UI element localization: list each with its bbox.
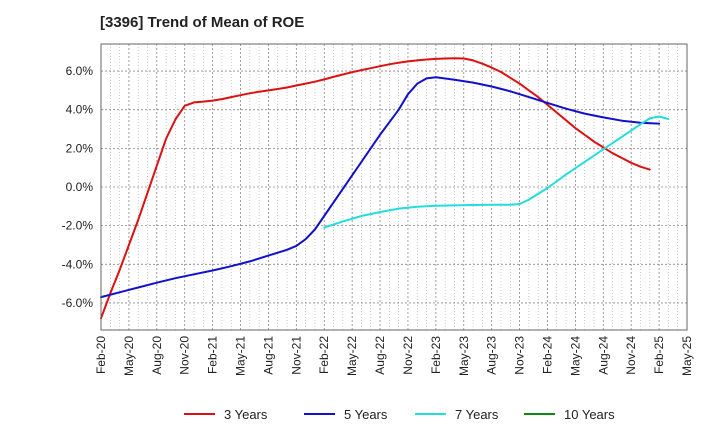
plot-area-frame — [100, 43, 688, 331]
y-tick-label: 2.0% — [66, 141, 94, 155]
series-lines — [100, 57, 670, 320]
x-tick-label: Feb-21 — [206, 336, 220, 374]
x-axis-ticks: Feb-20 May-20 Aug-20 Nov-20 Feb-21 May-21 Aug-… — [94, 336, 694, 376]
x-tick-label: Feb-25 — [652, 336, 666, 374]
x-tick-label: Aug-22 — [373, 336, 387, 375]
x-tick-label: Nov-21 — [289, 336, 303, 375]
legend-label: 10 Years — [564, 407, 615, 422]
x-tick-label: Feb-20 — [94, 336, 108, 374]
x-tick-label: Nov-23 — [513, 336, 527, 375]
legend-label: 5 Years — [344, 407, 388, 422]
x-tick-label: Feb-24 — [540, 336, 554, 374]
x-tick-label: Aug-24 — [596, 336, 610, 375]
x-tick-label: Aug-20 — [150, 336, 164, 375]
y-tick-label: -4.0% — [62, 257, 94, 271]
x-tick-label: Aug-23 — [485, 336, 499, 375]
x-tick-label: Nov-22 — [401, 336, 415, 375]
series-line-7-years — [323, 115, 670, 229]
legend-label: 3 Years — [224, 407, 268, 422]
x-tick-label: May-23 — [457, 336, 471, 376]
x-tick-label: May-24 — [568, 336, 582, 376]
y-tick-label: 6.0% — [66, 64, 94, 78]
y-tick-label: -6.0% — [62, 296, 94, 310]
x-tick-label: Feb-22 — [317, 336, 331, 374]
series-line-5-years — [100, 76, 661, 299]
x-tick-label: May-25 — [680, 336, 694, 376]
x-tick-label: May-22 — [345, 336, 359, 376]
y-tick-label: 0.0% — [66, 180, 94, 194]
legend: 3 Years 5 Years 7 Years 10 Years — [184, 407, 615, 422]
x-tick-label: May-20 — [122, 336, 136, 376]
x-tick-label: Feb-23 — [429, 336, 443, 374]
x-tick-label: May-21 — [234, 336, 248, 376]
legend-label: 7 Years — [455, 407, 499, 422]
y-axis-ticks: -6.0% -4.0% -2.0% 0.0% 2.0% 4.0% 6.0% — [62, 64, 94, 310]
grid-lines — [101, 44, 687, 330]
chart-title: [3396] Trend of Mean of ROE — [100, 14, 305, 31]
x-tick-label: Aug-21 — [261, 336, 275, 375]
x-tick-label: Nov-24 — [624, 336, 638, 375]
x-tick-label: Nov-20 — [178, 336, 192, 375]
y-tick-label: -2.0% — [62, 219, 94, 233]
series-line-3-years — [100, 57, 651, 320]
y-tick-label: 4.0% — [66, 103, 94, 117]
